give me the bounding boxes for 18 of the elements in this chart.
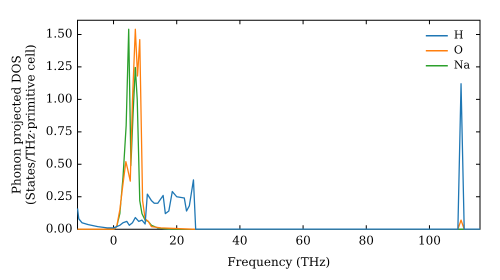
y-tick-label: 1.25 — [46, 59, 73, 74]
y-tick-label: 1.00 — [46, 92, 73, 106]
y-axis-title: Phonon projected DOS (States/THz·primitive cell) — [9, 44, 38, 206]
x-tick-label: 20 — [169, 234, 184, 248]
x-tick-label: 100 — [418, 234, 441, 248]
y-tick-label: 0.25 — [46, 188, 73, 203]
x-axis-title: Frequency (THz) — [227, 254, 330, 269]
y-tick-label: 0.75 — [46, 124, 73, 138]
legend-label: Na — [454, 58, 470, 72]
x-tick-label: 60 — [295, 234, 311, 248]
y-tick-label: 0.00 — [46, 221, 73, 236]
y-tick-label: 0.50 — [46, 156, 73, 170]
x-tick-label: 80 — [358, 234, 374, 248]
x-tick-label: 0 — [110, 234, 118, 248]
legend-label: H — [454, 28, 464, 42]
legend-label: O — [454, 44, 463, 57]
x-tick-label: 40 — [232, 234, 248, 248]
y-tick-label: 1.50 — [46, 26, 73, 41]
